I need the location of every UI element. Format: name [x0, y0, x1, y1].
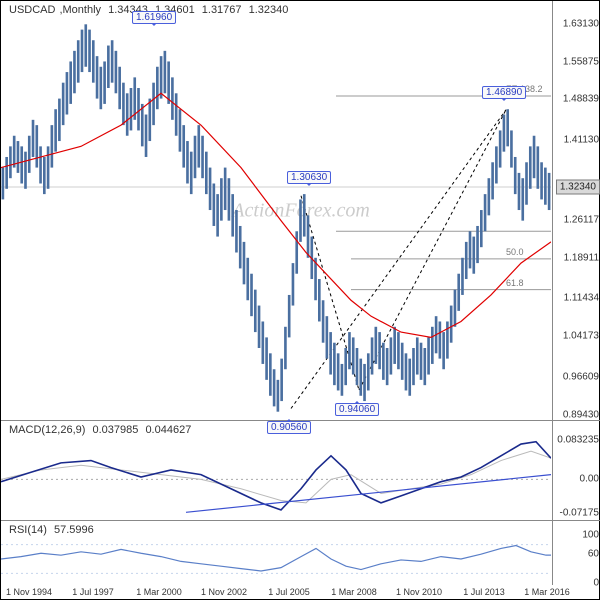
price-marker: 1.30630	[287, 171, 331, 184]
y-tick: 0.96609	[563, 371, 599, 382]
x-tick: 1 Jul 2013	[463, 587, 505, 597]
y-tick: 1.04173	[563, 331, 599, 342]
y-tick: 1.48839	[563, 94, 599, 105]
y-tick: 1.63130	[563, 18, 599, 29]
y-tick: 0.89430	[563, 409, 599, 420]
rsi-y-axis: 100600	[552, 521, 600, 585]
y-tick: 100	[582, 530, 599, 541]
x-tick: 1 Mar 2008	[331, 587, 377, 597]
macd-plot	[1, 421, 551, 521]
price-marker: 0.94060	[335, 403, 379, 416]
fib-label: 50.0	[506, 247, 524, 257]
y-tick: 1.18911	[564, 253, 599, 264]
last-price-box: 1.32340	[556, 180, 600, 195]
y-tick: 1.41130	[564, 135, 599, 146]
y-tick: 0	[593, 578, 599, 589]
x-axis: 1 Nov 1994 1 Jul 1997 1 Mar 2000 1 Nov 2002…	[1, 585, 551, 599]
price-panel[interactable]: USDCAD,Monthly 1.34343 1.34601 1.31767 1…	[1, 1, 600, 421]
x-tick: 1 Jul 1997	[72, 587, 114, 597]
x-tick: 1 Mar 2016	[524, 587, 570, 597]
price-y-axis: 1.63130 1.55875 1.48839 1.41130 1.32340 1.261…	[552, 1, 600, 420]
x-tick: 1 Jul 2005	[268, 587, 310, 597]
y-tick: 60	[588, 549, 599, 560]
macd-y-axis: 0.083235 0.00 -0.07175	[552, 421, 600, 520]
x-tick: 1 Nov 2010	[396, 587, 442, 597]
y-tick: -0.07175	[560, 508, 599, 519]
chart-container: USDCAD,Monthly 1.34343 1.34601 1.31767 1…	[0, 0, 600, 600]
rsi-panel[interactable]: RSI(14) 57.5996 100600	[1, 521, 600, 585]
y-tick: 0.083235	[557, 435, 599, 446]
y-tick: 1.26117	[564, 215, 599, 226]
x-tick: 1 Mar 2000	[136, 587, 182, 597]
rsi-plot	[1, 521, 551, 585]
y-tick: 1.11434	[564, 292, 599, 303]
y-tick: 1.55875	[563, 57, 599, 68]
price-marker: 1.61960	[132, 11, 176, 24]
x-tick: 1 Nov 2002	[201, 587, 247, 597]
fib-label: 61.8	[506, 278, 524, 288]
y-tick: 0.00	[580, 474, 599, 485]
x-tick: 1 Nov 1994	[6, 587, 52, 597]
price-marker: 1.46890	[482, 86, 526, 99]
price-plot	[1, 1, 551, 421]
macd-panel[interactable]: MACD(12,26,9) 0.037985 0.044627 0.083235…	[1, 421, 600, 521]
